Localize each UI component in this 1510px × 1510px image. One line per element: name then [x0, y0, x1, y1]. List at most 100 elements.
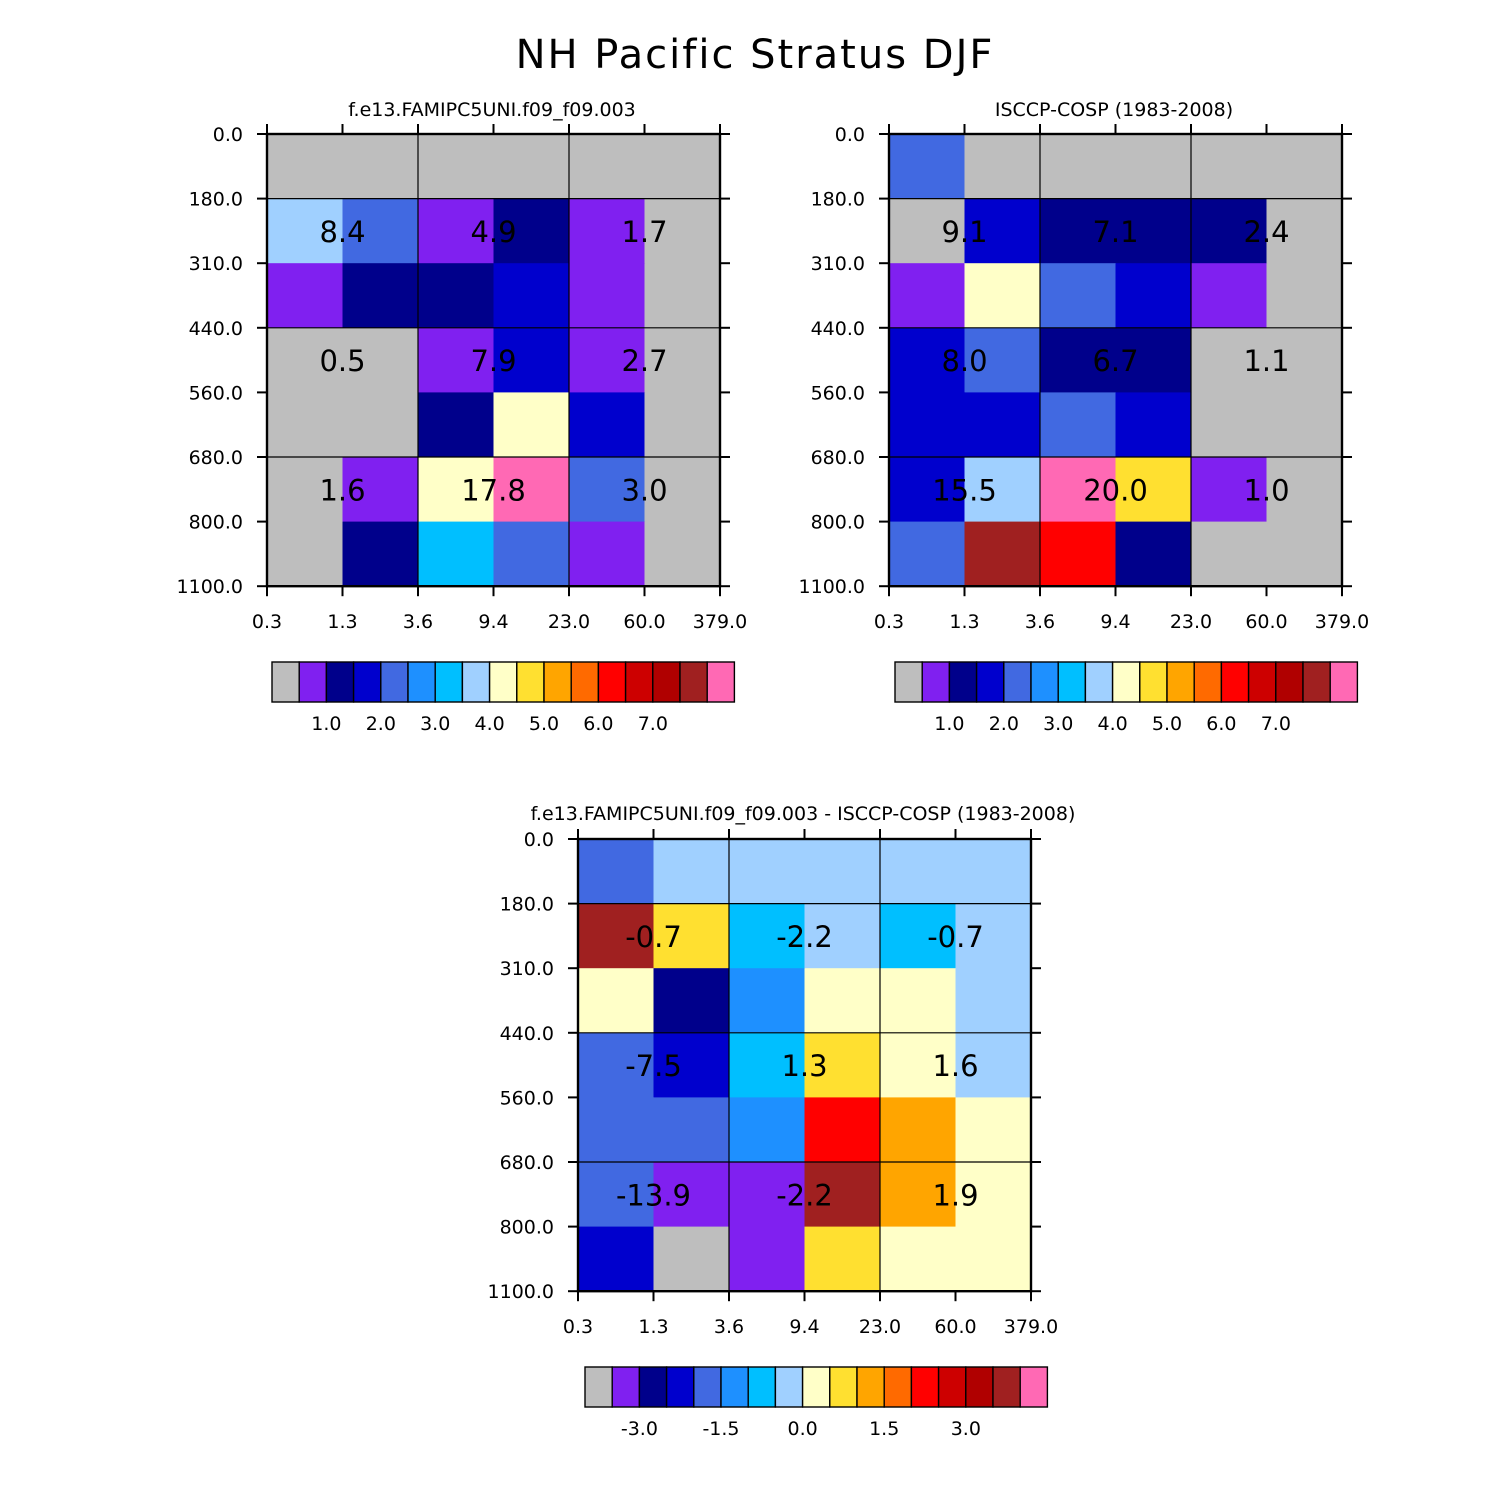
- colorbar-swatch: [516, 661, 545, 703]
- cell-r5-c3: [1115, 457, 1192, 523]
- cell-r1-c1: [342, 198, 419, 264]
- cell-r3-c4: [1191, 327, 1268, 393]
- cell-r6-c1: [964, 521, 1041, 587]
- x-tick-label: 60.0: [1245, 611, 1287, 633]
- colorbar-swatch: [298, 661, 328, 703]
- colorbar: -3.0 -1.5 0.0 1.5 3.0: [584, 1366, 1049, 1440]
- cell-r3-c3: [1115, 327, 1192, 393]
- cell-r6-c3: [1115, 521, 1192, 587]
- cell-r1-c4: [880, 903, 957, 969]
- cell-r1-c2: [418, 198, 495, 264]
- x-tick-label: 0.3: [874, 611, 904, 633]
- colorbar-tick-label: 2.0: [989, 713, 1019, 735]
- group-value-label: 20.0: [1083, 473, 1148, 507]
- cell-r2-c3: [1115, 263, 1192, 329]
- cell-r6-c5: [1266, 521, 1343, 587]
- cell-r5-c1: [653, 1162, 730, 1228]
- cell-r4-c4: [569, 392, 646, 458]
- y-tick-label: 560.0: [811, 382, 865, 404]
- cell-r0-c2: [729, 839, 806, 905]
- panel-title-observation: ISCCP-COSP (1983-2008): [995, 99, 1233, 121]
- colorbar-swatch: [910, 1366, 940, 1408]
- cell-r5-c0: [267, 457, 344, 523]
- group-value-label: 7.1: [1092, 215, 1138, 249]
- cell-r2-c3: [493, 263, 570, 329]
- group-value-label: 1.9: [932, 1178, 978, 1212]
- colorbar-swatch: [380, 661, 409, 703]
- cell-r1-c3: [493, 198, 570, 264]
- colorbar-swatch: [883, 1366, 913, 1408]
- colorbar-tick-label: 7.0: [638, 713, 668, 735]
- colorbar-swatch: [693, 1366, 722, 1408]
- x-tick-label: 3.6: [403, 611, 433, 633]
- cell-r6-c4: [1191, 521, 1268, 587]
- colorbar-swatch: [352, 661, 382, 703]
- colorbar-swatch: [1084, 661, 1114, 703]
- cell-r6-c3: [493, 521, 570, 587]
- group-value-label: 1.3: [781, 1049, 827, 1083]
- colorbar-swatch: [774, 1366, 804, 1408]
- y-tick-label: 0.0: [524, 829, 554, 851]
- x-tick-label: 379.0: [1004, 1316, 1058, 1338]
- cell-r4-c5: [1266, 392, 1343, 458]
- panel-observation: ISCCP-COSP (1983-2008) 9.1 7.1 2.4 8.0 6.7 1.…: [799, 99, 1370, 735]
- cell-r3-c2: [729, 1032, 806, 1098]
- colorbar-swatch: [1166, 661, 1195, 703]
- x-tick-label: 379.0: [693, 611, 747, 633]
- colorbar-swatch: [597, 661, 627, 703]
- colorbar-swatch: [1247, 661, 1277, 703]
- group-value-label: 3.0: [621, 473, 667, 507]
- cell-r4-c5: [644, 392, 721, 458]
- colorbar-swatch: [1019, 1366, 1049, 1408]
- colorbar-tick-label: 4.0: [1097, 713, 1127, 735]
- cell-r6-c0: [578, 1226, 655, 1292]
- y-tick-label: 560.0: [189, 382, 243, 404]
- colorbar-tick-label: 1.0: [311, 713, 341, 735]
- cell-r5-c5: [1266, 457, 1343, 523]
- colorbar-swatch: [706, 661, 736, 703]
- cell-r6-c4: [880, 1226, 957, 1292]
- cell-r2-c4: [569, 263, 646, 329]
- cell-r0-c2: [418, 134, 495, 200]
- colorbar: 1.0 2.0 3.0 4.0 5.0 6.0 7.0: [894, 661, 1359, 735]
- x-tick-label: 60.0: [623, 611, 665, 633]
- cell-r5-c2: [729, 1162, 806, 1228]
- colorbar-swatch: [1329, 661, 1359, 703]
- cell-r4-c3: [493, 392, 570, 458]
- colorbar-tick-label: 3.0: [420, 713, 450, 735]
- colorbar-tick-label: 3.0: [951, 1418, 981, 1440]
- cell-r5-c4: [569, 457, 646, 523]
- cell-r5-c5: [955, 1162, 1032, 1228]
- y-tick-label: 310.0: [189, 253, 243, 275]
- y-tick-label: 800.0: [500, 1217, 554, 1239]
- colorbar-swatch: [584, 1366, 613, 1408]
- colorbar-swatch: [747, 1366, 777, 1408]
- panel-difference: f.e13.FAMIPC5UNI.f09_f09.003 - ISCCP-COS…: [488, 803, 1076, 1440]
- x-tick-label: 1.3: [327, 611, 357, 633]
- y-tick-label: 800.0: [811, 512, 865, 534]
- x-tick-label: 9.4: [789, 1316, 819, 1338]
- cell-r4-c1: [653, 1097, 730, 1163]
- cell-r4-c1: [342, 392, 419, 458]
- colorbar-swatch: [1275, 661, 1304, 703]
- cell-r4-c4: [1191, 392, 1268, 458]
- cell-r6-c3: [804, 1226, 881, 1292]
- cell-r6-c1: [342, 521, 419, 587]
- cell-r1-c2: [729, 903, 806, 969]
- cell-r5-c2: [1040, 457, 1117, 523]
- cell-r0-c4: [569, 134, 646, 200]
- cell-r5-c3: [804, 1162, 881, 1228]
- colorbar-swatch: [1193, 661, 1223, 703]
- colorbar-swatch: [1057, 661, 1087, 703]
- x-tick-label: 23.0: [859, 1316, 901, 1338]
- cell-r2-c5: [1266, 263, 1343, 329]
- colorbar-tick-label: 1.5: [869, 1418, 899, 1440]
- cell-r1-c3: [804, 903, 881, 969]
- group-value-label: -13.9: [616, 1178, 691, 1212]
- colorbar-swatch: [461, 661, 491, 703]
- cell-r4-c4: [880, 1097, 957, 1163]
- cell-r2-c1: [653, 968, 730, 1034]
- colorbar-swatch: [720, 1366, 749, 1408]
- x-tick-label: 3.6: [714, 1316, 744, 1338]
- cell-r6-c2: [729, 1226, 806, 1292]
